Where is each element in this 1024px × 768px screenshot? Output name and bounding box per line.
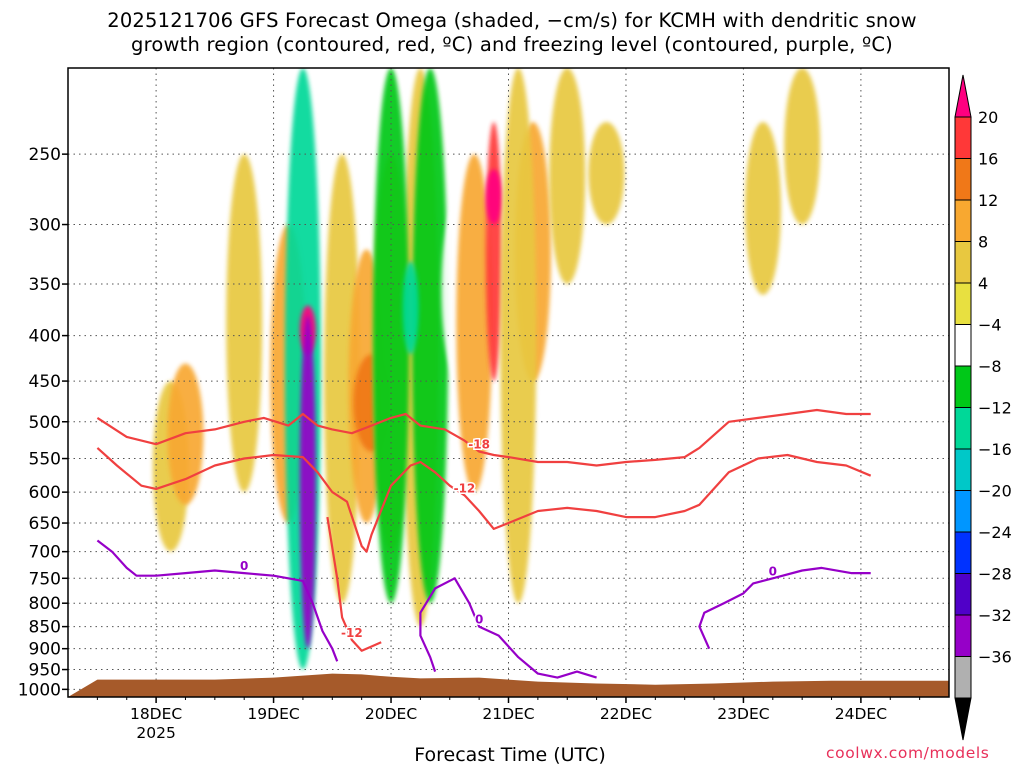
colorbar-swatch [954,448,972,491]
y-tick-label: 650 [29,514,61,534]
colorbar-label: −12 [978,399,1012,418]
contour-label: 0 [769,564,777,578]
omega-cell [681,261,718,480]
colorbar-label: −16 [978,440,1012,459]
colorbar-swatch [954,282,972,325]
colorbar-label: 20 [978,108,998,127]
omega-cell [784,68,821,225]
colorbar-label: −28 [978,565,1012,584]
x-tick-label: 19DEC [247,705,299,723]
colorbar-swatch [954,490,972,533]
y-tick-label: 500 [29,413,61,433]
contour-line [96,447,872,553]
y-tick-label: 550 [29,450,61,470]
colorbar-label: −8 [978,357,1002,376]
y-tick-label: 250 [29,145,61,165]
omega-cell [485,121,502,382]
colorbar-bottom-arrow [954,697,972,741]
colorbar-swatch [954,324,972,367]
colorbar-swatch [954,365,972,408]
colorbar-label: 8 [978,233,988,252]
y-tick-label: 350 [29,275,61,295]
omega-cell [588,121,625,225]
y-tick-label: 800 [29,594,61,614]
omega-cell [735,588,772,670]
contours: -18 -12 -12 0 0 0 [96,408,872,679]
x-tick-label: 20DEC [365,705,417,723]
omega-cell [456,154,493,493]
x-axis-label: Forecast Time (UTC) [414,744,606,766]
contour-label: 0 [240,559,248,573]
omega-cell [500,68,537,604]
y-tick-label: 700 [29,543,61,563]
chart-title: 2025121706 GFS Forecast Omega (shaded, −… [107,9,917,32]
omega-shading [152,68,821,670]
x-tick-sublabel: 2025 [136,724,175,742]
omega-cell [299,315,316,649]
y-tick-label: 400 [29,327,61,347]
colorbar-swatch [954,656,972,699]
contour-label: -12 [454,481,476,495]
y-tick-label: 750 [29,569,61,589]
contour-line [96,539,339,662]
colorbar-label: 12 [978,191,998,210]
x-tick-label: 24DEC [835,705,887,723]
chart-subtitle: growth region (contoured, red, ºC) and f… [131,33,893,56]
omega-cell [485,169,502,225]
y-tick-label: 300 [29,216,61,236]
colorbar-label: −36 [978,648,1012,667]
colorbar-swatch [954,116,972,159]
y-tick-label: 450 [29,372,61,392]
colorbar-label: 16 [978,150,998,169]
ground-surface [68,673,949,697]
contour-line [96,408,871,467]
contour-label: -18 [468,437,490,451]
contour-line [698,566,871,650]
colorbar-label: −32 [978,606,1012,625]
y-tick-label: 900 [29,640,61,660]
colorbar-swatch [954,407,972,450]
contour-label: 0 [475,613,483,627]
y-tick-label: 850 [29,618,61,638]
colorbar: 20 16 12 8 4 −4 −8 −12 −16 −20 −24 −28 −32 −36 [954,74,1012,741]
omega-cell [412,68,449,604]
ground-fill [68,673,949,697]
colorbar-top-arrow [954,74,972,118]
omega-cell [226,154,263,493]
colorbar-label: −20 [978,482,1012,501]
colorbar-label: −24 [978,523,1012,542]
omega-cell [324,154,361,604]
colorbar-swatch [954,199,972,242]
colorbar-swatch [954,158,972,201]
colorbar-swatch [954,241,972,284]
colorbar-swatch [954,614,972,657]
x-tick-label: 23DEC [717,705,769,723]
y-axis: 2503003504004505005506006507007508008509… [18,145,68,700]
contour-line [326,516,382,652]
colorbar-swatch [954,531,972,574]
colorbar-label: −4 [978,316,1002,335]
omega-cell [373,68,410,604]
contour-label: -12 [341,626,363,640]
omega-cell [745,121,782,295]
source-credit: coolwx.com/models [826,744,990,762]
y-tick-label: 950 [29,661,61,681]
y-tick-label: 600 [29,483,61,503]
colorbar-swatch [954,573,972,616]
contour-line [419,577,597,679]
y-tick-label: 1000 [18,680,61,700]
colorbar-label: 4 [978,274,988,293]
x-tick-label: 21DEC [482,705,534,723]
x-tick-label: 22DEC [600,705,652,723]
x-tick-label: 18DEC [130,705,182,723]
omega-cell [402,261,419,355]
grid-lines [68,68,949,697]
omega-cell [549,68,586,285]
